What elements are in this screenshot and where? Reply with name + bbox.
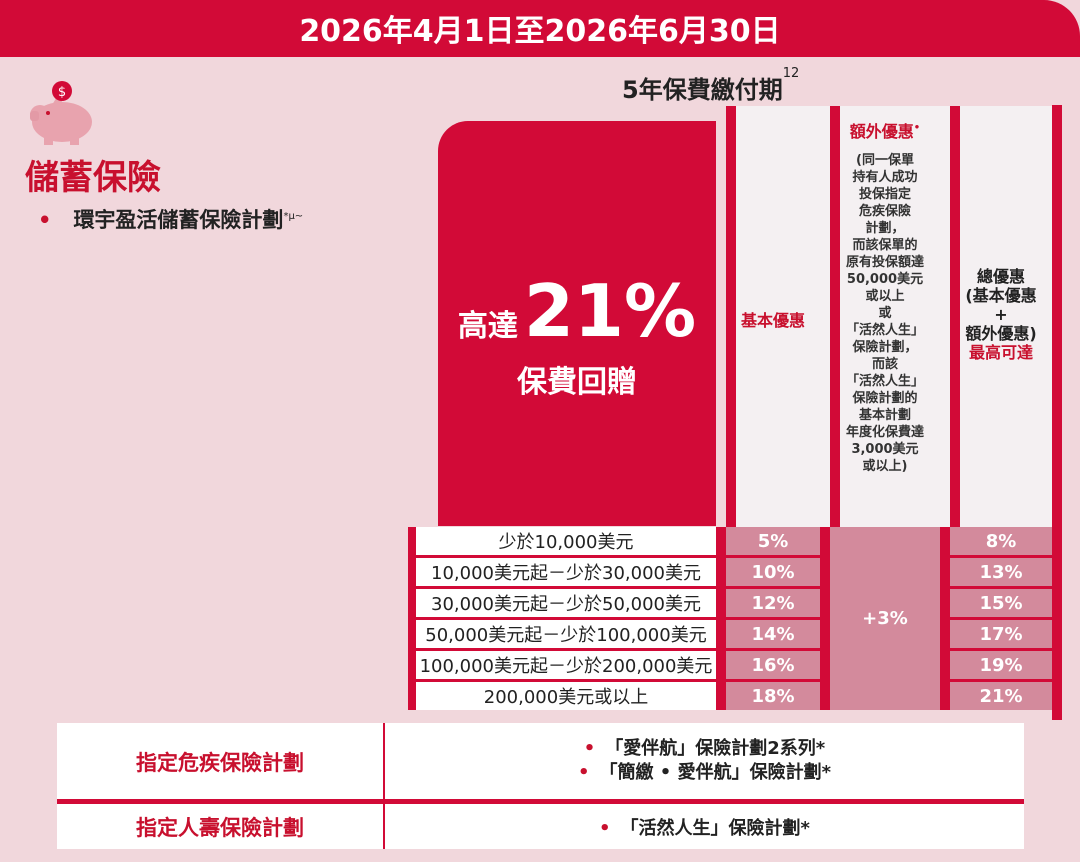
bullet: •	[583, 738, 596, 759]
total-rate: 13%	[940, 555, 1062, 588]
life-insurance-plans: • 「活然人生」保險計劃*	[385, 814, 1024, 840]
plan-name-text: 環宇盈活儲蓄保險計劃	[73, 208, 284, 232]
plan-item: 「活然人生」保險計劃*	[620, 818, 810, 839]
list-item: • 「簡繳 • 愛伴航」保險計劃*	[385, 761, 1024, 785]
basic-rate: 12%	[716, 586, 825, 619]
table-row: 10,000美元起－少於30,000美元 10% 13%	[408, 555, 1062, 588]
basic-rate: 14%	[716, 617, 825, 650]
table-row: 50,000美元起－少於100,000美元 14% 17%	[408, 617, 1062, 650]
total-offer-max: 最高可達	[968, 343, 1033, 362]
total-offer-header: 總優惠 (基本優惠 + 額外優惠) 最高可達	[950, 267, 1052, 362]
list-item: • 「活然人生」保險計劃*	[385, 814, 1024, 840]
critical-illness-row: 指定危疾保險計劃 • 「愛伴航」保險計劃2系列* • 「簡繳 • 愛伴航」保險計劃*	[57, 723, 1024, 799]
payment-term-title: 5年保費繳付期12	[622, 66, 799, 105]
payment-term-footnote: 12	[782, 66, 800, 81]
table-row: 30,000美元起－少於50,000美元 12% 15%	[408, 586, 1062, 619]
rebate-prefix: 高達	[457, 309, 518, 344]
total-rate: 8%	[940, 527, 1062, 557]
extra-offer-conditions: (同一保單 持有人成功 投保指定 危疾保險 計劃， 而該保單的 原有投保額達 5…	[845, 153, 924, 474]
plan-footnote: *µ~	[283, 211, 304, 222]
premium-range: 10,000美元起－少於30,000美元	[408, 555, 721, 588]
total-offer-title: 總優惠	[976, 267, 1025, 286]
extra-offer-footnote: •	[913, 122, 921, 134]
basic-rate: 10%	[716, 555, 825, 588]
premium-range: 100,000美元起－少於200,000美元	[408, 648, 721, 681]
rebate-headline: 高達21%	[438, 269, 716, 353]
total-rate: 15%	[940, 586, 1062, 619]
basic-rate: 5%	[716, 527, 825, 557]
life-insurance-label: 指定人壽保險計劃	[136, 816, 304, 840]
plan-name: • 環宇盈活儲蓄保險計劃*µ~	[38, 204, 303, 234]
bullet: •	[38, 208, 52, 232]
total-offer-plus: +	[994, 305, 1008, 324]
premium-range: 少於10,000美元	[408, 527, 721, 557]
total-offer-formula-1: (基本優惠	[965, 286, 1037, 305]
list-item: • 「愛伴航」保險計劃2系列*	[385, 737, 1024, 761]
total-rate: 21%	[940, 679, 1062, 710]
row-divider	[57, 799, 1024, 804]
basic-column	[726, 106, 830, 527]
rebate-percent: 21%	[523, 269, 697, 353]
svg-text:$: $	[58, 85, 66, 100]
table-right-border	[1052, 105, 1062, 720]
rebate-caption: 保費回贈	[517, 365, 637, 400]
column-divider	[383, 723, 385, 849]
extra-column	[830, 106, 950, 527]
plan-item: 「簡繳 • 愛伴航」保險計劃*	[599, 762, 831, 783]
basic-rate: 16%	[716, 648, 825, 681]
rebate-highlight: 高達21% 保費回贈	[438, 121, 716, 526]
critical-illness-label: 指定危疾保險計劃	[136, 751, 304, 775]
table-row: 100,000美元起－少於200,000美元 16% 19%	[408, 648, 1062, 681]
plan-item: 「愛伴航」保險計劃2系列*	[605, 738, 826, 759]
rebate-rate-table: 少於10,000美元 5% +3% 8% 10,000美元起－少於30,000美…	[408, 527, 1062, 710]
total-column	[950, 106, 1062, 527]
life-insurance-row: 指定人壽保險計劃 • 「活然人生」保險計劃*	[57, 804, 1024, 849]
premium-range: 200,000美元或以上	[408, 679, 721, 710]
total-offer-formula-2: 額外優惠)	[965, 324, 1037, 343]
extra-offer-title: 額外優惠	[849, 122, 914, 141]
critical-illness-plans: • 「愛伴航」保險計劃2系列* • 「簡繳 • 愛伴航」保險計劃*	[385, 737, 1024, 785]
extra-rate: +3%	[820, 527, 945, 710]
total-rate: 19%	[940, 648, 1062, 681]
total-rate: 17%	[940, 617, 1062, 650]
premium-range: 30,000美元起－少於50,000美元	[408, 586, 721, 619]
table-row: 200,000美元或以上 18% 21%	[408, 679, 1062, 710]
bullet: •	[578, 762, 590, 783]
eligible-plans-table: 指定危疾保險計劃 • 「愛伴航」保險計劃2系列* • 「簡繳 • 愛伴航」保險計劃*…	[57, 723, 1024, 849]
table-row: 少於10,000美元 5% +3% 8%	[408, 527, 1062, 710]
extra-offer-header: 額外優惠•	[830, 118, 940, 142]
piggy-bank-icon: $	[22, 77, 102, 147]
premium-range: 50,000美元起－少於100,000美元	[408, 617, 721, 650]
category-title: 儲蓄保險	[25, 158, 161, 198]
payment-term-text: 5年保費繳付期	[622, 76, 783, 104]
bullet: •	[599, 818, 611, 839]
basic-rate: 18%	[716, 679, 825, 710]
promo-period-header: 2026年4月1日至2026年6月30日	[0, 0, 1080, 57]
basic-offer-header: 基本優惠	[740, 311, 805, 330]
